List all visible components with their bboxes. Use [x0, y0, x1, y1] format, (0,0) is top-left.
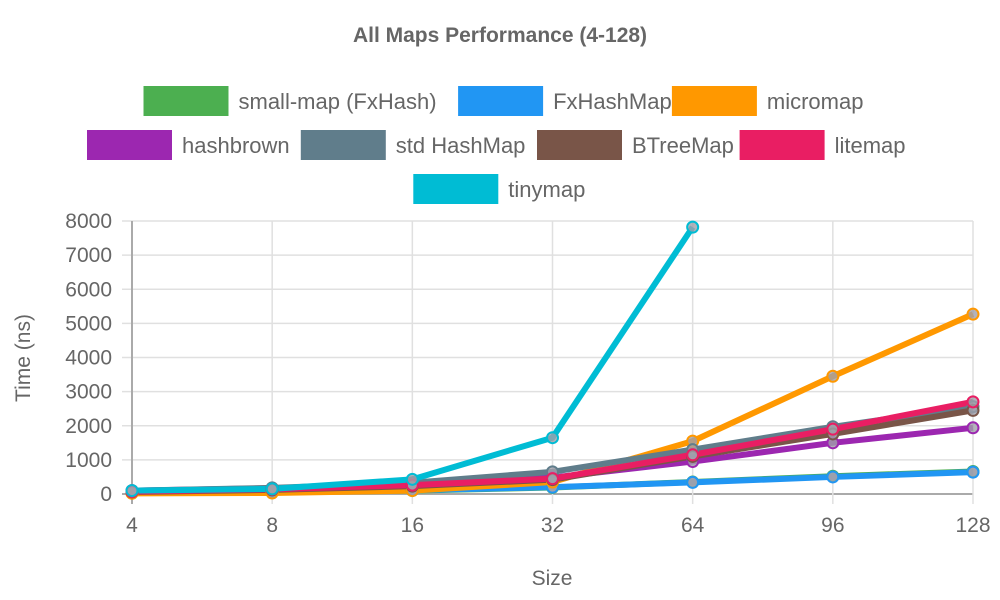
chart-title: All Maps Performance (4-128) — [353, 24, 647, 47]
legend-item[interactable]: micromap — [671, 86, 864, 116]
data-point — [405, 472, 419, 486]
y-tick-label: 4000 — [65, 347, 112, 370]
x-axis-label: Size — [532, 567, 573, 590]
data-point — [966, 307, 980, 321]
data-point — [265, 482, 279, 496]
data-point — [686, 448, 700, 462]
legend-label: hashbrown — [182, 133, 290, 158]
y-tick-label: 3000 — [65, 381, 112, 404]
legend-swatch — [300, 130, 386, 160]
data-point — [826, 470, 840, 484]
x-tick-label: 64 — [681, 514, 705, 537]
legend-item[interactable]: tinymap — [413, 174, 585, 204]
legend-item[interactable]: litemap — [739, 130, 906, 160]
legend-swatch — [671, 86, 757, 116]
y-tick-label: 5000 — [65, 312, 112, 335]
legend-swatch — [87, 130, 172, 160]
legend-item[interactable]: BTreeMap — [537, 130, 734, 160]
legend-label: micromap — [767, 89, 864, 114]
legend-swatch — [143, 86, 229, 116]
y-tick-label: 8000 — [65, 210, 112, 233]
x-tick-label: 4 — [126, 514, 138, 537]
y-tick-label: 1000 — [65, 449, 112, 472]
legend-label: std HashMap — [396, 133, 526, 158]
legend-item[interactable]: std HashMap — [300, 130, 526, 160]
legend-label: FxHashMap — [553, 89, 672, 114]
data-point — [966, 465, 980, 479]
x-tick-label: 16 — [401, 514, 424, 537]
data-point — [125, 484, 139, 498]
legend-swatch — [739, 130, 825, 160]
data-point — [826, 369, 840, 383]
data-point — [826, 422, 840, 436]
data-point — [966, 395, 980, 409]
y-tick-label: 2000 — [65, 415, 112, 438]
x-tick-label: 32 — [541, 514, 564, 537]
data-point — [546, 431, 559, 445]
y-tick-label: 7000 — [65, 244, 112, 267]
data-point — [966, 421, 980, 435]
legend-swatch — [537, 130, 622, 160]
x-tick-label: 128 — [955, 514, 990, 537]
y-axis-label: Time (ns) — [12, 314, 35, 402]
x-tick-label: 96 — [821, 514, 844, 537]
legend-label: litemap — [835, 133, 906, 158]
x-tick-label: 8 — [266, 514, 278, 537]
data-point — [686, 220, 700, 234]
legend-label: BTreeMap — [632, 133, 734, 158]
data-point — [546, 472, 559, 486]
legend-swatch — [413, 174, 499, 204]
legend-label: tinymap — [508, 177, 585, 202]
legend-item[interactable]: FxHashMap — [458, 86, 672, 116]
data-point — [686, 475, 700, 489]
y-tick-label: 0 — [100, 483, 112, 506]
legend-swatch — [458, 86, 544, 116]
legend-item[interactable]: small-map (FxHash) — [143, 86, 437, 116]
legend-label: small-map (FxHash) — [239, 89, 437, 114]
legend-item[interactable]: hashbrown — [87, 130, 290, 160]
y-tick-label: 6000 — [65, 278, 112, 301]
